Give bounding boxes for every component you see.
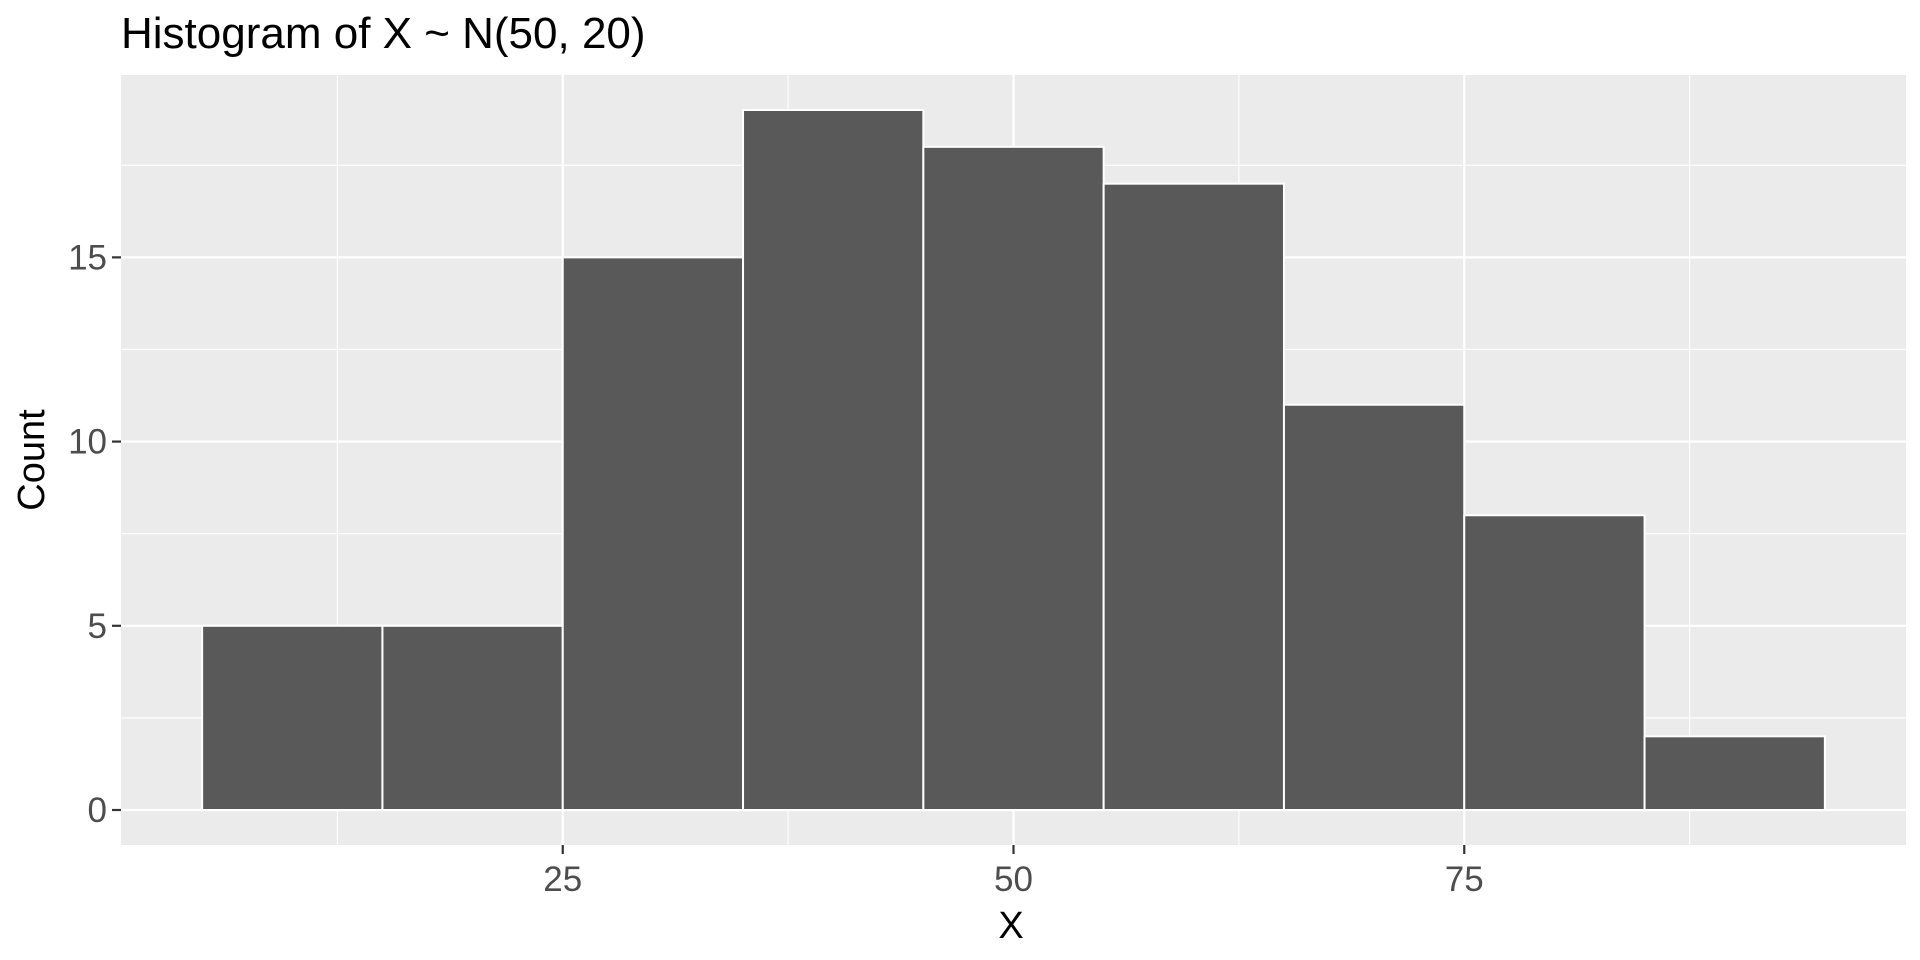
histogram-bar-8 — [1463, 514, 1646, 812]
histogram-bar-1 — [201, 624, 384, 812]
x-tick-label: 75 — [1445, 860, 1484, 899]
histogram-bar-2 — [381, 624, 564, 812]
y-axis-label: Count — [11, 409, 53, 511]
axis-tick-labels: 25 50 75 0 5 10 15 — [68, 238, 1484, 899]
histogram-bars — [201, 109, 1826, 812]
histogram-bar-5 — [922, 145, 1105, 811]
histogram-bar-6 — [1102, 182, 1285, 811]
x-tick-label: 25 — [543, 860, 582, 899]
chart-title: Histogram of X ~ N(50, 20) — [121, 9, 646, 58]
histogram-bar-7 — [1282, 403, 1466, 811]
histogram-bar-9 — [1643, 735, 1826, 812]
y-tick-label: 5 — [88, 607, 107, 646]
y-tick-label: 10 — [68, 423, 107, 462]
y-tick-label: 15 — [68, 238, 107, 277]
histogram-bar-4 — [742, 109, 925, 811]
x-axis-label: X — [998, 905, 1023, 947]
axis-ticks — [112, 256, 1466, 854]
y-tick-label: 0 — [88, 791, 107, 830]
x-tick-label: 50 — [994, 860, 1033, 899]
histogram-bar-3 — [561, 256, 745, 811]
